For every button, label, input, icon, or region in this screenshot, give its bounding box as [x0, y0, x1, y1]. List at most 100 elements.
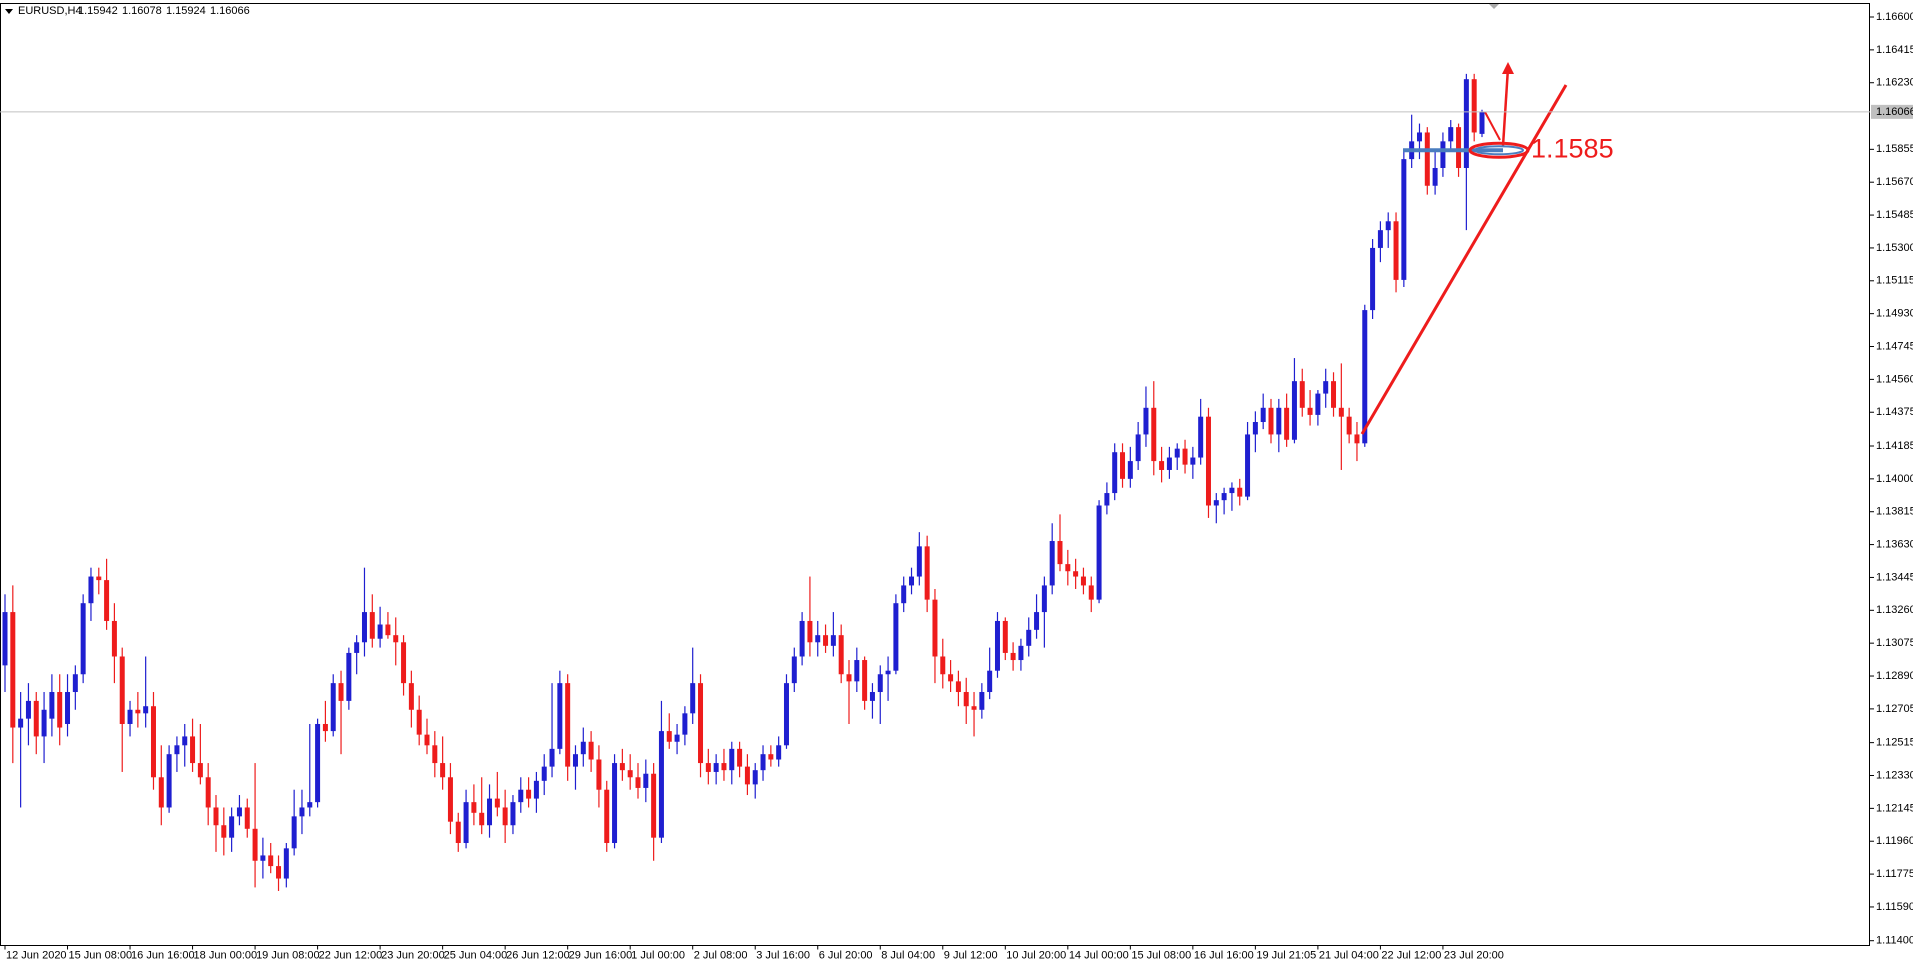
y-tick-label: 1.14185: [1876, 440, 1913, 452]
x-tick-label: 25 Jun 04:00: [444, 949, 508, 961]
y-tick-label: 1.12705: [1876, 703, 1913, 715]
candle-body: [1198, 416, 1204, 458]
y-tick-label: 1.13075: [1876, 637, 1913, 649]
candle-body: [346, 652, 352, 701]
x-tick-label: 16 Jun 16:00: [131, 949, 195, 961]
x-tick-label: 1 Jul 00:00: [631, 949, 685, 961]
candle-body: [768, 754, 774, 760]
candle-body: [244, 807, 250, 829]
candle-body: [721, 763, 727, 771]
x-tick-label: 3 Jul 16:00: [756, 949, 810, 961]
level-label: 1.1585: [1531, 133, 1614, 163]
y-tick-label: 1.14375: [1876, 406, 1913, 418]
y-tick-label: 1.14930: [1876, 308, 1913, 320]
candle-body: [1448, 127, 1454, 142]
candle-body: [791, 656, 797, 684]
candle-body: [1120, 452, 1126, 479]
candle-body: [1385, 221, 1391, 231]
candle-body: [698, 683, 704, 764]
candle-body: [690, 683, 696, 714]
y-tick-label: 1.15115: [1876, 275, 1913, 287]
y-tick-label: 1.14000: [1876, 473, 1913, 485]
candle-body: [643, 773, 649, 788]
candle-body: [604, 789, 610, 844]
candle-body: [1127, 461, 1133, 479]
candle-body: [158, 777, 164, 808]
candle-body: [807, 620, 813, 643]
candle-body: [1041, 585, 1047, 613]
candle-body: [440, 763, 446, 778]
y-tick-label: 1.14560: [1876, 373, 1913, 385]
candle-body: [494, 798, 500, 808]
candle-body: [1096, 505, 1102, 600]
candle-body: [1213, 500, 1219, 506]
candle-body: [651, 773, 657, 838]
candle-body: [510, 802, 516, 826]
candle-body: [1104, 493, 1110, 506]
candle-body: [268, 855, 274, 867]
candle-body: [1151, 407, 1157, 462]
candle-body: [1299, 381, 1305, 408]
candle-body: [369, 612, 375, 639]
candle-body: [963, 692, 969, 707]
candle-body: [541, 766, 547, 781]
candle-body: [127, 709, 133, 724]
shift-marker: [1489, 4, 1499, 9]
header-high: 1.16078: [122, 5, 162, 17]
candle-body: [674, 734, 680, 742]
candle-body: [1034, 612, 1040, 630]
candle-body: [447, 777, 453, 822]
candle-body: [869, 692, 875, 701]
candle-body: [588, 741, 594, 760]
candle-body: [885, 670, 891, 675]
candle-body: [1221, 493, 1227, 501]
candle-body: [658, 731, 664, 838]
candle-body: [1315, 393, 1321, 415]
candle-body: [276, 866, 282, 879]
candle-body: [401, 642, 407, 684]
candle-body: [533, 780, 539, 799]
candle-body: [479, 812, 485, 826]
x-tick-label: 22 Jun 12:00: [319, 949, 383, 961]
x-tick-label: 16 Jul 16:00: [1194, 949, 1254, 961]
x-tick-label: 19 Jul 21:05: [1256, 949, 1316, 961]
candle-body: [877, 674, 883, 693]
candle-body: [1245, 434, 1251, 497]
y-tick-label: 1.15670: [1876, 176, 1913, 188]
candle-body: [612, 763, 618, 844]
candle-body: [1166, 457, 1172, 470]
candle-body: [776, 745, 782, 760]
candle-body: [846, 674, 852, 682]
y-tick-label: 1.11775: [1876, 868, 1913, 880]
candle-body: [1057, 541, 1063, 565]
candle-body: [557, 683, 563, 749]
candle-body: [2, 612, 8, 666]
candle-body: [1377, 230, 1383, 248]
candle-body: [190, 736, 196, 764]
y-tick-label: 1.13630: [1876, 538, 1913, 550]
candle-body: [1307, 407, 1313, 415]
candle-body: [88, 576, 94, 604]
candle-body: [666, 731, 672, 742]
y-tick-label: 1.13260: [1876, 604, 1913, 616]
x-tick-label: 23 Jul 20:00: [1444, 949, 1504, 961]
candle-body: [862, 660, 868, 701]
candle-body: [393, 635, 399, 643]
x-tick-label: 29 Jun 16:00: [569, 949, 633, 961]
candle-body: [1331, 381, 1337, 408]
candle-body: [10, 612, 16, 728]
candle-body: [1237, 487, 1243, 497]
y-tick-label: 1.16230: [1876, 77, 1913, 89]
x-tick-label: 8 Jul 04:00: [881, 949, 935, 961]
candle-body: [971, 706, 977, 710]
candle-body: [1143, 407, 1149, 435]
candle-body: [354, 642, 360, 653]
y-tick-label: 1.12145: [1876, 802, 1913, 814]
candle-body: [1080, 576, 1086, 586]
candle-body: [580, 741, 586, 755]
candle-body: [760, 754, 766, 771]
candle-body: [252, 828, 258, 861]
candle-body: [1456, 127, 1462, 168]
candle-body: [1284, 407, 1290, 440]
candle-body: [1252, 422, 1258, 435]
